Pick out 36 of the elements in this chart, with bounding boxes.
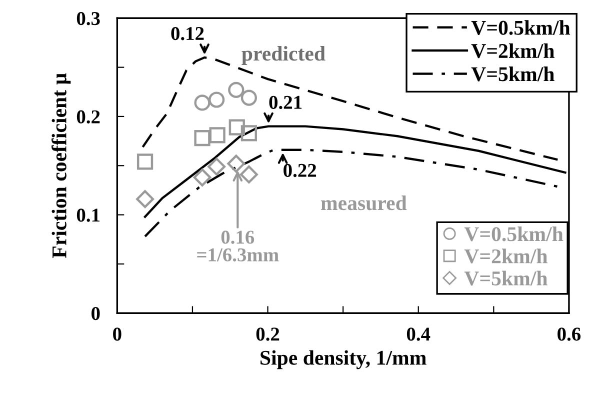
y-tick-label: 0.2	[76, 110, 100, 124]
annotation: 0.12	[171, 26, 204, 40]
point	[227, 154, 246, 173]
point	[228, 119, 245, 136]
point	[208, 158, 226, 176]
y-tick-label: 0.3	[76, 12, 100, 26]
x-axis-title: Sipe density, 1/mm	[260, 350, 426, 370]
point	[228, 82, 244, 98]
point	[240, 166, 258, 184]
point	[136, 190, 154, 208]
point	[240, 125, 258, 142]
x-tick-label: 0.6	[558, 328, 581, 341]
point	[240, 90, 258, 106]
x-tick-label: 0	[113, 328, 122, 341]
point	[208, 92, 225, 108]
legend-label: V=0.5km/h	[471, 20, 570, 35]
point	[194, 94, 210, 111]
annotation: predicted	[242, 46, 326, 65]
y-axis-title: Friction coefficient μ	[52, 73, 71, 258]
point	[209, 127, 226, 144]
point	[193, 168, 212, 186]
legend-label: V=2km/h	[471, 43, 554, 58]
legend-label: V=5km/h	[464, 270, 548, 286]
annotation: 0.16 =1/6.3mm	[197, 230, 279, 262]
x-tick-label: 0.2	[256, 328, 280, 341]
y-tick-label: 0	[92, 306, 100, 320]
annotation: 0.21	[269, 96, 302, 110]
y-tick-label: 0.1	[76, 208, 100, 222]
annotation: 0.22	[284, 164, 316, 178]
x-tick-label: 0.4	[406, 328, 430, 341]
annotation: measured	[321, 196, 407, 210]
legend-label: V=0.5km/h	[464, 226, 564, 242]
legend-label: V=2km/h	[464, 248, 548, 264]
point	[194, 130, 210, 146]
legend-label: V=5km/h	[471, 66, 554, 82]
point	[136, 154, 154, 170]
